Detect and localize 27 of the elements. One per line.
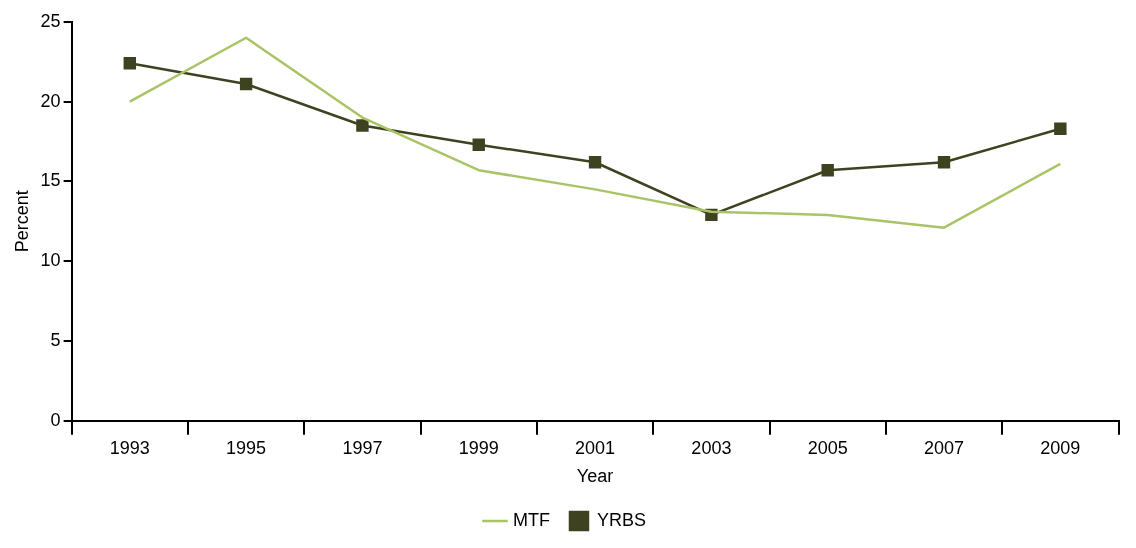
legend-label: MTF [513, 509, 550, 530]
y-tick-label: 25 [40, 10, 61, 31]
point [937, 156, 951, 169]
x-tick-label: 1995 [226, 437, 267, 458]
point [821, 164, 834, 177]
point [1054, 122, 1067, 135]
x-tick-label: 2005 [807, 437, 848, 458]
y-tick-label: 10 [40, 250, 61, 271]
point [588, 156, 602, 169]
x-tick-label: 2009 [1040, 437, 1081, 458]
y-axis-title: Percent [11, 190, 32, 253]
y-tick-label: 5 [50, 329, 61, 350]
x-tick-label: 2007 [924, 437, 965, 458]
y-tick-label: 15 [40, 170, 61, 191]
point [239, 77, 253, 91]
point [472, 138, 485, 151]
x-tick-label: 1993 [109, 437, 150, 458]
legend-label: YRBS [596, 509, 647, 530]
y-tick-label: 20 [40, 90, 61, 111]
x-axis-title: Year [576, 466, 614, 487]
point [123, 57, 136, 70]
x-tick-label: 2003 [691, 437, 732, 458]
x-tick-label: 1999 [458, 437, 499, 458]
y-tick-label: 0 [50, 409, 61, 430]
x-tick-label: 1997 [342, 437, 383, 458]
point [356, 119, 369, 132]
x-tick-label: 2001 [575, 437, 616, 458]
